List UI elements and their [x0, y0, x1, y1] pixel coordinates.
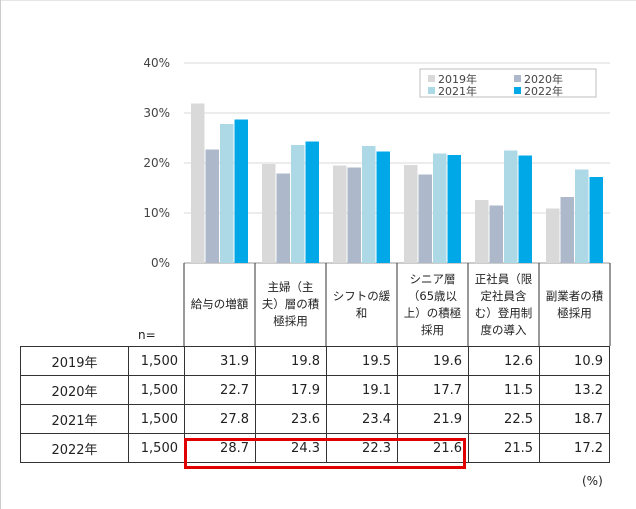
value-cell: 12.6	[468, 346, 540, 376]
category-labels: 給与の増額 主婦（主 夫）層の積 極採用 シフトの緩和 シニア層 （65歳以 上）の積極 採用正…	[184, 263, 610, 346]
bar	[546, 208, 560, 263]
legend-label: 2022年	[524, 84, 563, 98]
y-tick-label: 20%	[143, 156, 170, 170]
bar	[276, 173, 290, 263]
y-tick-label: 10%	[143, 206, 170, 220]
value-cell: 19.8	[255, 346, 327, 376]
table-row: 2021年 1,500 27.8 23.6 23.4 21.9 22.5 18.7	[20, 404, 610, 434]
category-label: シニア層 （65歳以 上）の積極 採用	[403, 271, 462, 337]
category-label: 正社員（限 定社員含 む）登用制 度の導入	[474, 271, 533, 337]
row-year: 2019年	[20, 346, 129, 376]
value-cell: 22.5	[468, 404, 540, 434]
table-row: 2020年 1,500 22.7 17.9 19.1 17.7 11.5 13.2	[20, 375, 610, 405]
bar	[504, 150, 518, 263]
bar	[518, 155, 532, 263]
value-cell: 19.6	[397, 346, 469, 376]
unit-label: (%)	[582, 474, 603, 488]
bar	[560, 197, 574, 263]
bar	[347, 167, 361, 263]
row-year: 2021年	[20, 404, 129, 434]
bar	[433, 153, 447, 263]
value-cell: 18.7	[539, 404, 610, 434]
legend-swatch	[514, 75, 521, 82]
bar	[205, 149, 219, 263]
bar	[376, 151, 390, 263]
bar	[475, 200, 489, 263]
bar	[262, 164, 276, 263]
y-tick-label: 40%	[143, 56, 170, 70]
bar	[305, 141, 319, 263]
bar	[291, 145, 305, 263]
y-tick-label: 0%	[151, 256, 170, 270]
legend-swatch	[428, 87, 435, 94]
bar	[191, 103, 205, 263]
bar	[447, 155, 461, 263]
bar	[404, 165, 418, 263]
value-cell: 21.9	[397, 404, 469, 434]
bar	[362, 146, 376, 263]
value-cell: 31.9	[184, 346, 256, 376]
category-label: 副業者の積 極採用	[545, 288, 604, 320]
category-label: 給与の増額	[190, 297, 249, 311]
value-cell: 10.9	[539, 346, 610, 376]
row-year: 2020年	[20, 375, 129, 405]
legend-box	[419, 68, 597, 98]
table-row: 2019年 1,500 31.9 19.8 19.5 19.6 12.6 10.9	[20, 346, 610, 376]
bar	[333, 165, 347, 263]
row-year: 2022年	[20, 433, 129, 463]
value-cell: 11.5	[468, 375, 540, 405]
legend-swatch	[514, 87, 521, 94]
n-label: n=	[138, 328, 156, 342]
row-n: 1,500	[128, 346, 185, 376]
highlight-box	[184, 438, 466, 469]
bar	[418, 174, 432, 263]
row-n: 1,500	[128, 375, 185, 405]
legend-label: 2019年	[438, 72, 477, 86]
value-cell: 17.7	[397, 375, 469, 405]
value-cell: 23.6	[255, 404, 327, 434]
bar	[589, 177, 603, 263]
row-n: 1,500	[128, 433, 185, 463]
row-n: 1,500	[128, 404, 185, 434]
bar	[234, 119, 248, 263]
value-cell: 23.4	[326, 404, 398, 434]
legend-swatch	[428, 75, 435, 82]
bar	[575, 169, 589, 263]
legend-label: 2021年	[438, 84, 477, 98]
value-cell: 17.2	[539, 433, 610, 463]
bar	[489, 205, 503, 263]
y-tick-label: 30%	[143, 106, 170, 120]
category-label: 主婦（主 夫）層の積 極採用	[261, 280, 320, 328]
legend-label: 2020年	[524, 72, 563, 86]
value-cell: 21.5	[468, 433, 540, 463]
value-cell: 19.5	[326, 346, 398, 376]
value-cell: 27.8	[184, 404, 256, 434]
category-label: シフトの緩和	[332, 288, 391, 320]
bar	[220, 124, 234, 263]
value-cell: 22.7	[184, 375, 256, 405]
value-cell: 13.2	[539, 375, 610, 405]
value-cell: 17.9	[255, 375, 327, 405]
value-cell: 19.1	[326, 375, 398, 405]
data-table: 2019年 1,500 31.9 19.8 19.5 19.6 12.6 10.9 2020年 1…	[20, 346, 610, 463]
